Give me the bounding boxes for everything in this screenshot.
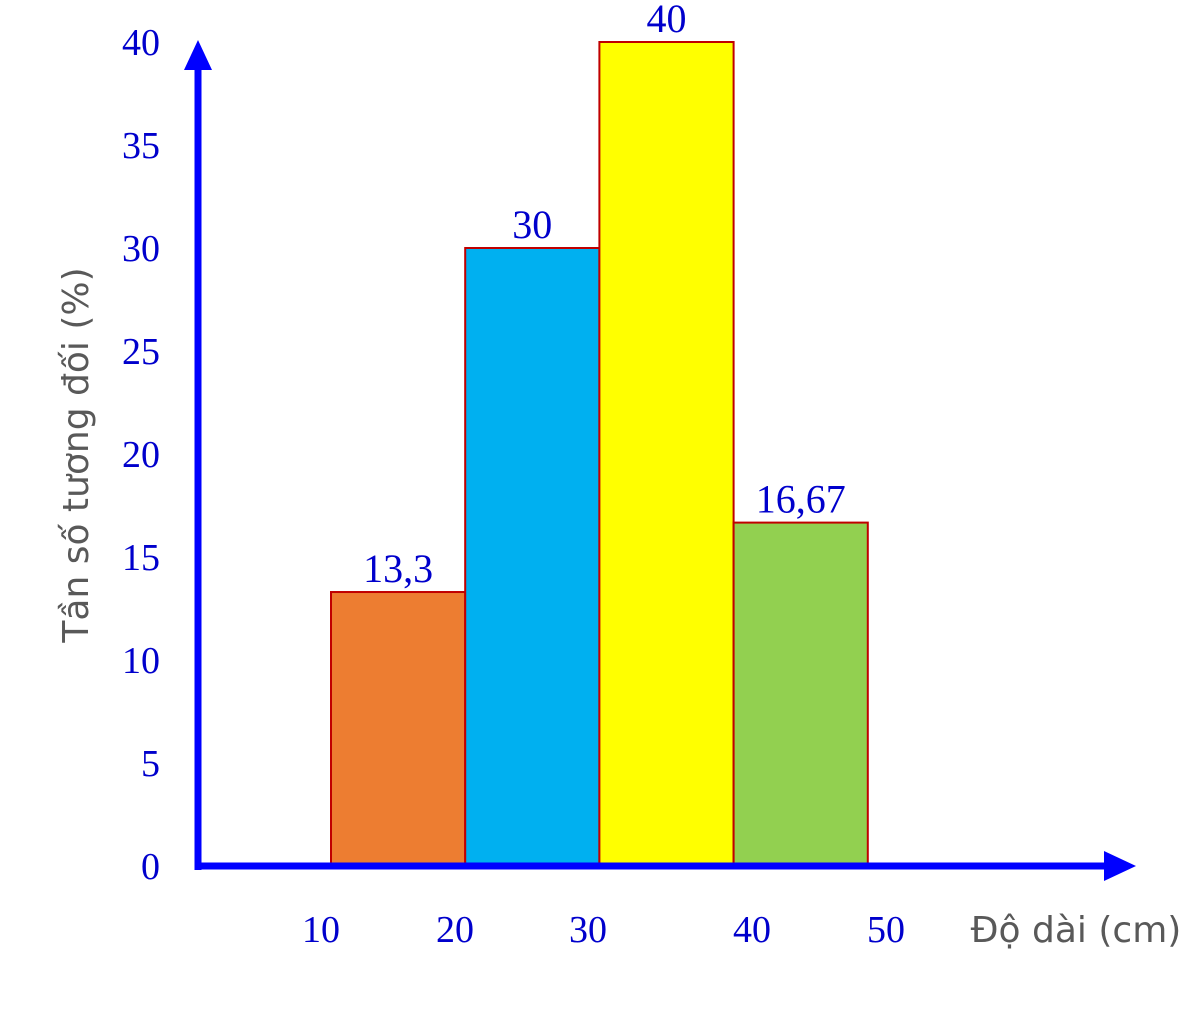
y-tick-label: 40	[122, 22, 160, 64]
x-tick-label: 40	[733, 909, 771, 951]
bars-group	[330, 41, 869, 868]
x-tick-labels: 10 20 30 40 50	[302, 909, 905, 951]
bar-data-label: 40	[647, 0, 687, 41]
x-tick-label: 30	[569, 909, 607, 951]
x-axis-arrow-icon	[1104, 851, 1136, 881]
y-tick-label: 5	[141, 743, 160, 785]
y-tick-label: 35	[122, 125, 160, 167]
x-axis-title: Độ dài (cm)	[971, 910, 1182, 951]
histogram-bar	[330, 591, 467, 868]
y-tick-label: 0	[141, 846, 160, 888]
histogram-bar	[732, 521, 869, 868]
histogram-bar	[598, 41, 735, 867]
y-tick-label: 25	[122, 331, 160, 373]
data-labels: 13,3 30 40 16,67	[363, 0, 846, 591]
y-tick-label: 15	[122, 537, 160, 579]
histogram-bar	[464, 247, 601, 867]
axes-group	[184, 40, 1136, 881]
x-tick-label: 20	[436, 909, 474, 951]
y-axis-arrow-icon	[184, 40, 212, 70]
y-tick-label: 10	[122, 640, 160, 682]
y-tick-label: 20	[122, 434, 160, 476]
bar-data-label: 16,67	[756, 477, 846, 522]
y-tick-labels: 0 5 10 15 20 25 30 35 40	[122, 22, 160, 888]
x-tick-label: 50	[867, 909, 905, 951]
bar-data-label: 13,3	[363, 546, 433, 591]
y-tick-label: 30	[122, 228, 160, 270]
x-tick-label: 10	[302, 909, 340, 951]
bar-data-label: 30	[512, 202, 552, 247]
y-axis-title: Tần số tương đối (%)	[56, 267, 97, 643]
